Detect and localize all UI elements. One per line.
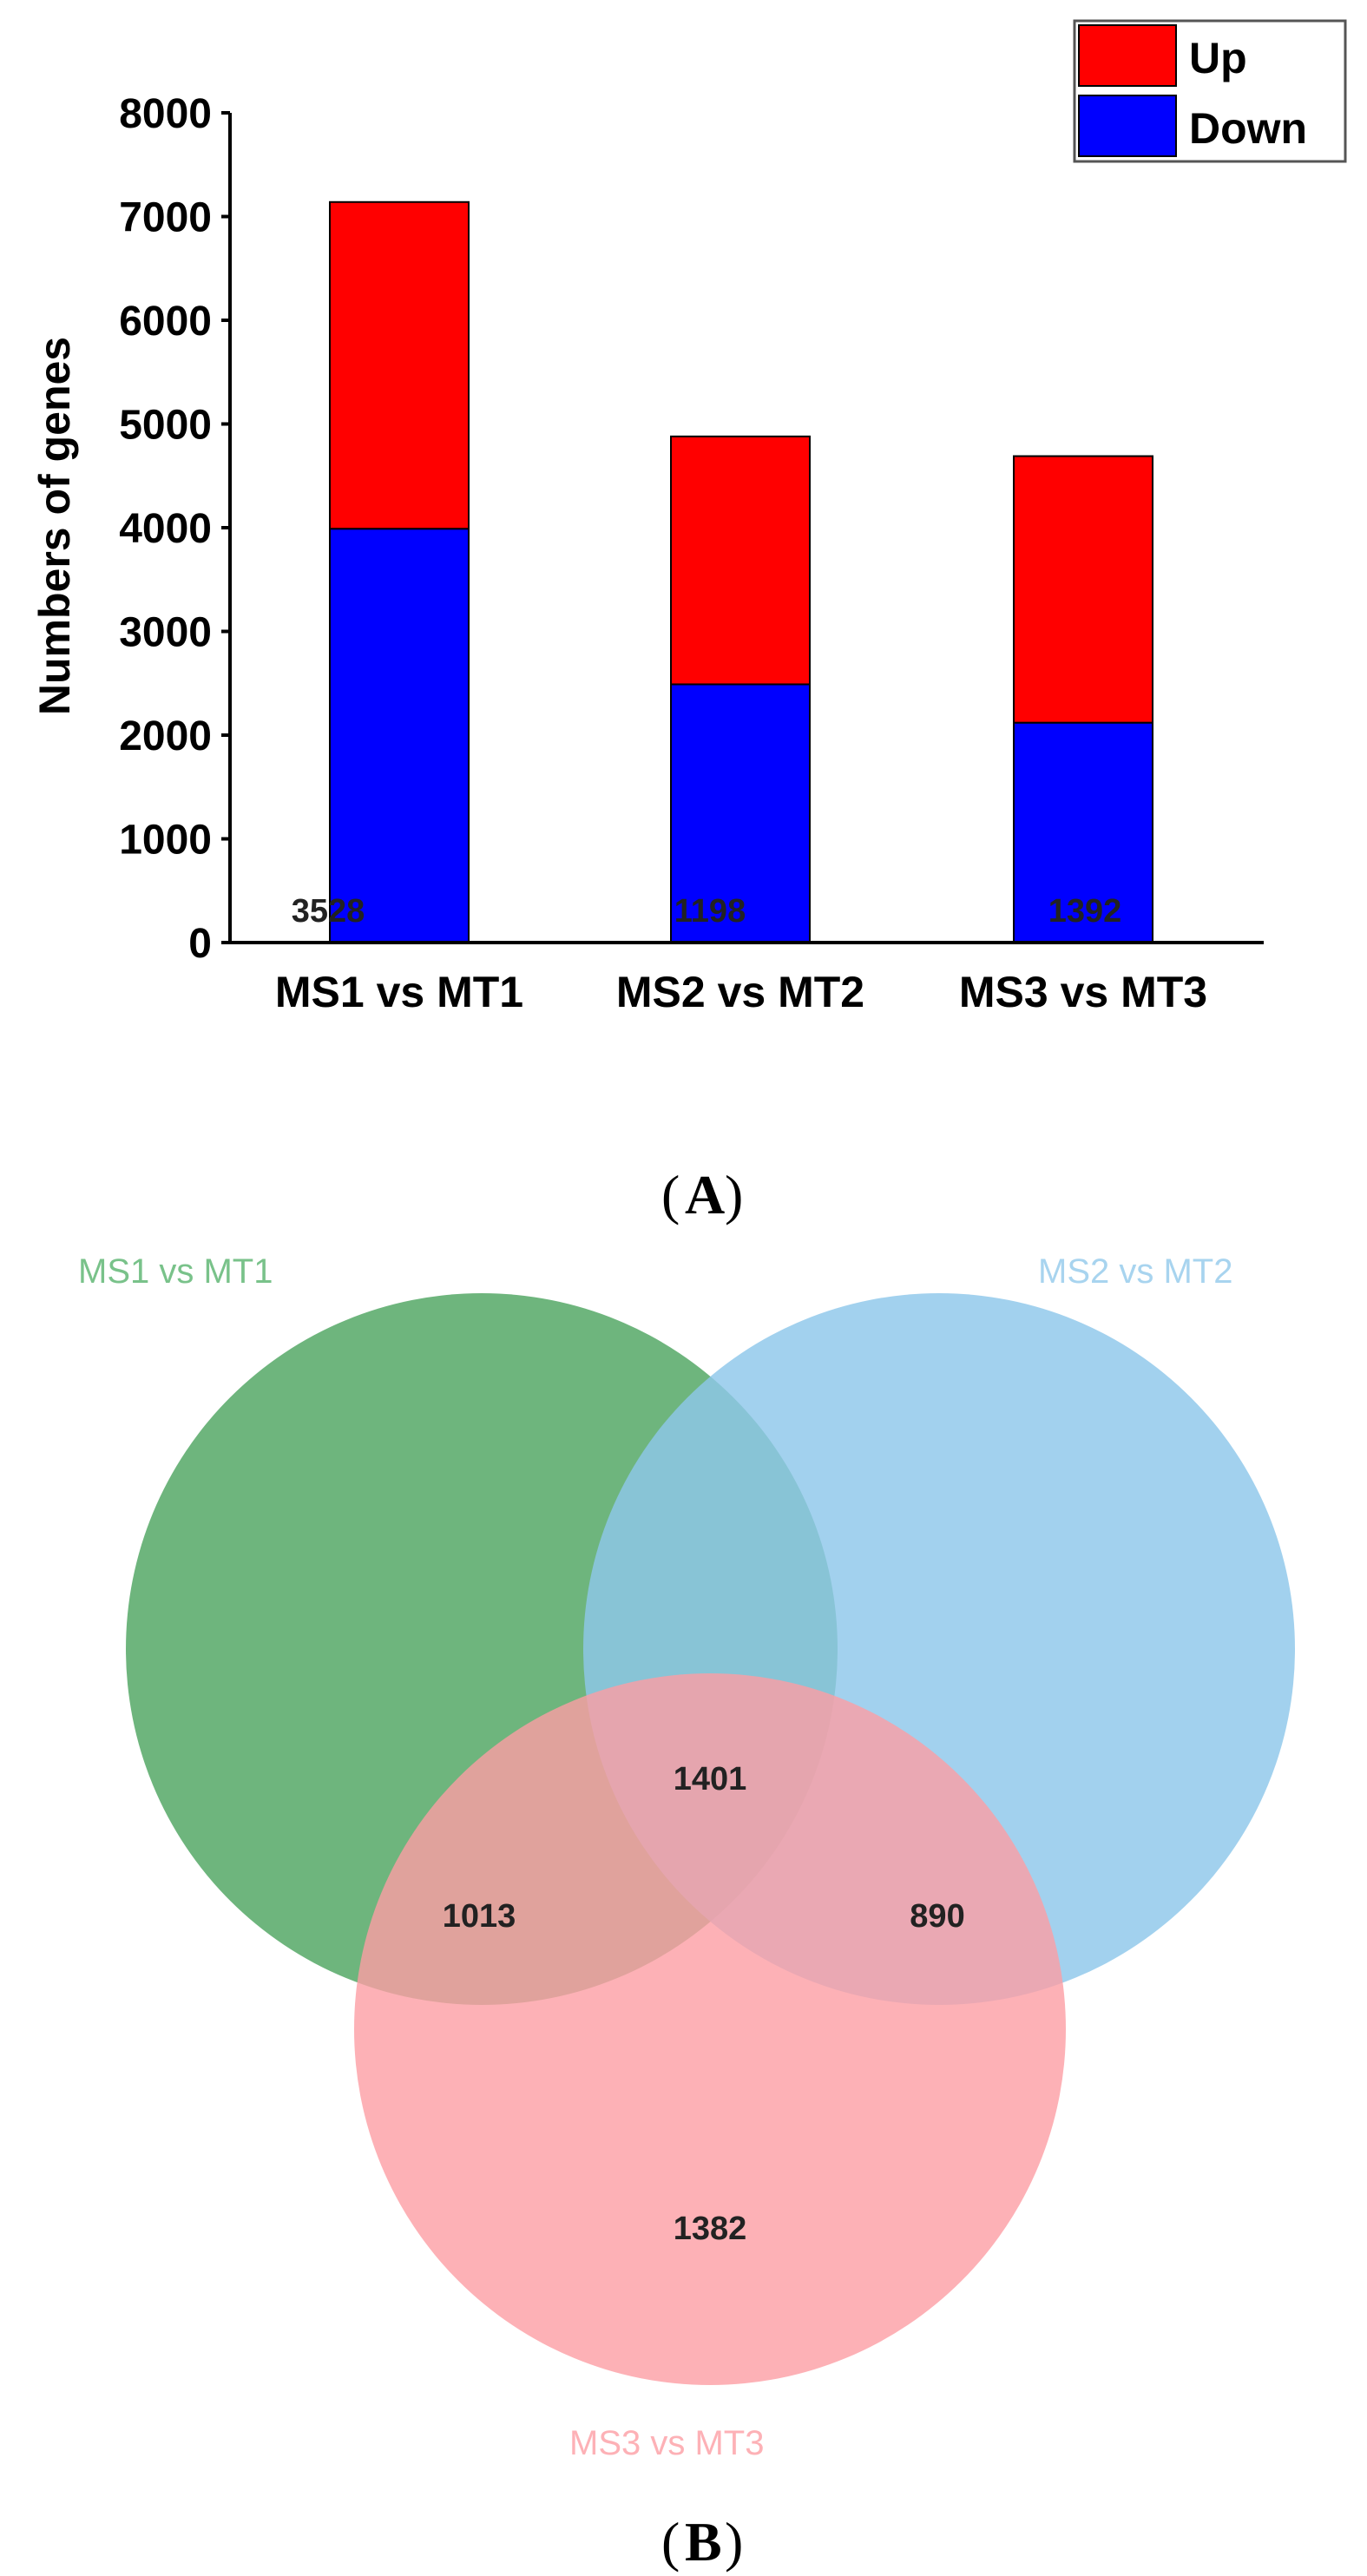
venn-region-only1: 3528 (292, 893, 365, 930)
x-tick-label: MS3 vs MT3 (959, 968, 1207, 1016)
y-axis-label: Numbers of genes (30, 337, 79, 715)
bar-down-2 (670, 683, 811, 943)
panel-a-letter: A (685, 1164, 725, 1226)
y-tick-label: 3000 (119, 610, 212, 656)
x-ticks: MS1 vs MT1 MS2 vs MT2 MS3 vs MT3 (275, 968, 1207, 1016)
bar-up-1 (329, 200, 470, 530)
panel-b-open-paren: ( (661, 2511, 680, 2573)
y-tick-label: 2000 (119, 713, 212, 759)
legend: Up Down (1073, 19, 1347, 163)
y-tick-label: 4000 (119, 506, 212, 552)
panel-b-letter: B (685, 2511, 722, 2573)
venn-region-only3: 1382 (674, 2211, 747, 2247)
bar-down-3 (1013, 721, 1153, 943)
bar-up-3 (1013, 455, 1153, 724)
y-tick-label: 0 (188, 921, 212, 967)
y-tick-label: 1000 (119, 818, 212, 864)
venn-region-all: 1401 (674, 1761, 747, 1797)
venn-diagram: MS1 vs MT1 MS2 vs MT2 MS3 vs MT3 3528 119… (78, 893, 1295, 2462)
panel-a-open-paren: ( (661, 1164, 680, 1226)
bar-marks (329, 200, 1153, 943)
bar-down-1 (329, 528, 470, 943)
venn-circle-set3 (354, 1673, 1066, 2385)
panel-label-b: ( B ) (661, 2511, 743, 2573)
y-tick-label: 5000 (119, 403, 212, 449)
x-tick-label: MS2 vs MT2 (616, 968, 864, 1016)
y-tick-label: 6000 (119, 299, 212, 345)
x-tick-label: MS1 vs MT1 (275, 968, 523, 1016)
legend-label-down: Down (1189, 104, 1307, 153)
venn-set-label-3: MS3 vs MT3 (569, 2424, 764, 2462)
venn-region-1and3: 1013 (443, 1898, 516, 1935)
panel-b-close-paren: ) (725, 2511, 743, 2573)
bar-chart: 0 1000 2000 3000 4000 5000 6000 7000 8000 MS1 vs… (30, 19, 1347, 1016)
legend-label-up: Up (1189, 34, 1247, 82)
bar-up-2 (670, 435, 811, 686)
legend-swatch-down (1078, 95, 1177, 157)
y-tick-label: 7000 (119, 195, 212, 241)
legend-swatch-up (1078, 24, 1177, 87)
y-tick-label: 8000 (119, 91, 212, 137)
venn-region-only2: 1392 (1048, 893, 1122, 930)
venn-region-2and3: 890 (910, 1898, 964, 1935)
y-ticks: 0 1000 2000 3000 4000 5000 6000 7000 8000 (119, 91, 230, 967)
venn-set-label-1: MS1 vs MT1 (78, 1252, 273, 1291)
panel-label-a: ( A ) (661, 1164, 743, 1226)
venn-set-label-2: MS2 vs MT2 (1038, 1252, 1232, 1291)
venn-region-1and2: 1198 (674, 893, 746, 930)
panel-a-close-paren: ) (725, 1164, 743, 1226)
